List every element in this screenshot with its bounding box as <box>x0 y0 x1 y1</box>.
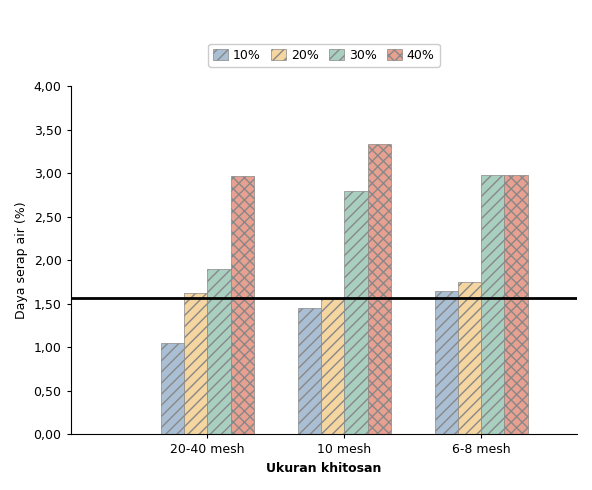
Bar <box>321 299 345 435</box>
Legend: 10%, 20%, 30%, 40%: 10%, 20%, 30%, 40% <box>208 44 439 67</box>
X-axis label: Ukuran khitosan: Ukuran khitosan <box>266 462 381 475</box>
Bar <box>435 291 458 435</box>
Bar <box>458 282 481 435</box>
Bar <box>481 175 504 435</box>
Bar <box>504 175 527 435</box>
Text: Kontrol: Kontrol <box>0 489 1 490</box>
Bar <box>298 308 321 435</box>
Bar <box>161 343 184 435</box>
Bar <box>368 145 391 435</box>
Bar <box>231 176 254 435</box>
Bar <box>184 294 207 435</box>
Bar <box>345 191 368 435</box>
Bar <box>207 269 231 435</box>
Y-axis label: Daya serap air (%): Daya serap air (%) <box>15 201 28 319</box>
